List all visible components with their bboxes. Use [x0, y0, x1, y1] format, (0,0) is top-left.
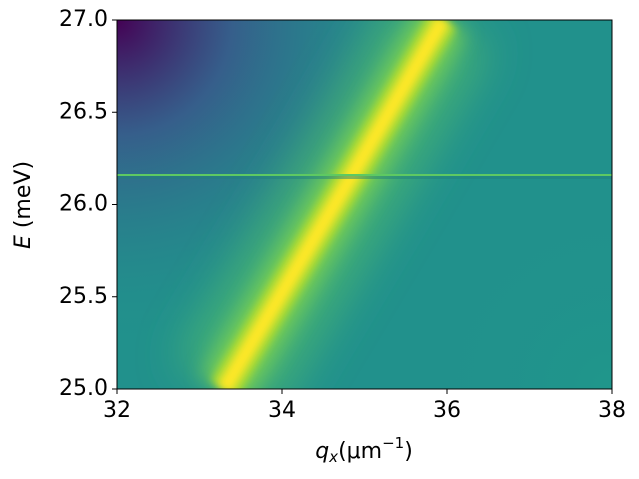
y-label-part: (meV)	[11, 161, 36, 235]
x-label-part: )	[404, 439, 413, 464]
x-label-part: x	[328, 448, 338, 466]
y-label-part: E	[11, 235, 36, 249]
y-tick-label: 25.5	[59, 284, 108, 309]
x-tick-label: 32	[103, 398, 131, 423]
x-label-part: −1	[382, 434, 404, 452]
y-tick-label: 27.0	[59, 7, 108, 32]
x-label-part: (μm	[338, 439, 382, 464]
x-axis-label: qx(μm−1)	[315, 434, 413, 466]
x-tick-label: 36	[433, 398, 461, 423]
x-label-part: q	[315, 439, 329, 464]
y-tick-label: 26.0	[59, 192, 108, 217]
heatmap	[117, 20, 612, 389]
y-axis-label: E (meV)	[11, 161, 36, 249]
y-tick-label: 25.0	[59, 376, 108, 401]
x-tick-label: 38	[598, 398, 626, 423]
y-tick-label: 26.5	[59, 99, 108, 124]
x-tick-label: 34	[268, 398, 296, 423]
